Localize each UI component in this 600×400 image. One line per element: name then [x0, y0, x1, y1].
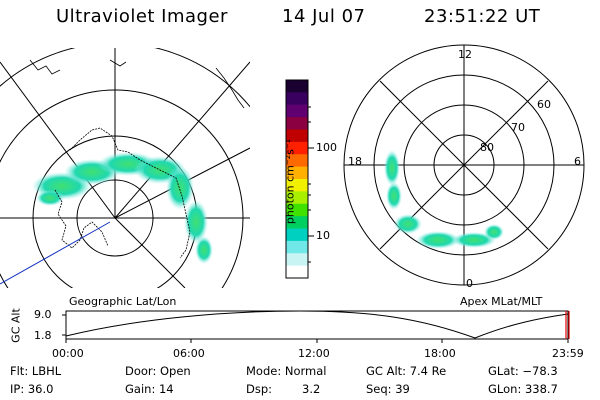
observation-time: 23:51:22 UT	[424, 6, 541, 27]
magnetic-caption: Apex MLat/MLT	[460, 295, 543, 308]
colorbar-segment	[286, 166, 308, 180]
mlat-label-70: 70	[511, 121, 525, 134]
colorbar-tick-100: 100	[316, 141, 337, 154]
timeline-ytick-min: 1.8	[34, 329, 52, 342]
timeline-xtick: 06:00	[173, 347, 205, 360]
colorbar-segment	[286, 228, 308, 242]
colorbar-segment	[286, 141, 308, 155]
colorbar-segment	[286, 179, 308, 192]
colorbar-segment	[286, 92, 308, 106]
timeline-xtick: 18:00	[424, 347, 456, 360]
colorbar-segment	[286, 117, 308, 131]
timeline-ylabel: GC Alt	[9, 308, 23, 343]
colorbar-segment	[286, 216, 308, 230]
gain-readout: Gain: 14	[125, 382, 174, 396]
mlt-label-right: 6	[574, 155, 581, 168]
geographic-map	[0, 48, 250, 288]
altitude-timeline	[62, 310, 570, 343]
colorbar-segment	[286, 129, 308, 143]
filter-readout: Flt: LBHL	[10, 364, 62, 378]
colorbar	[286, 80, 308, 279]
colorbar-segment	[286, 80, 308, 93]
dsp-label: Dsp:	[246, 382, 273, 396]
colorbar-segment	[286, 240, 308, 254]
timeline-xtick: 23:59	[552, 347, 584, 360]
mlt-label-bottom: 0	[466, 277, 473, 290]
instrument-title: Ultraviolet Imager	[56, 6, 228, 27]
dsp-value: 3.2	[302, 382, 321, 396]
colorbar-unit-label: photon cm⁻²s⁻¹	[283, 138, 297, 225]
colorbar-tick-10: 10	[316, 229, 330, 242]
gc-alt-readout: GC Alt: 7.4 Re	[366, 364, 447, 378]
geographic-caption: Geographic Lat/Lon	[69, 295, 177, 308]
glat-readout: GLat: −78.3	[488, 364, 558, 378]
aurora-oval-geographic	[32, 152, 213, 264]
aurora-oval-magnetic	[384, 150, 504, 249]
colorbar-segment	[286, 253, 308, 267]
colorbar-segment	[286, 104, 308, 118]
colorbar-segment	[286, 203, 308, 217]
magnetic-polar-map	[343, 44, 585, 286]
glon-readout: GLon: 338.7	[488, 382, 558, 396]
mlt-label-top: 12	[458, 48, 472, 61]
mode-readout: Mode: Normal	[246, 364, 327, 378]
ip-readout: IP: 36.0	[10, 382, 54, 396]
mlt-label-left: 18	[348, 155, 362, 168]
mlat-label-80: 80	[480, 141, 494, 154]
door-readout: Door: Open	[125, 364, 191, 378]
timeline-ytick-max: 9.0	[34, 308, 52, 321]
colorbar-segment	[286, 191, 308, 205]
mlat-label-60: 60	[537, 98, 551, 111]
colorbar-segment	[286, 265, 308, 279]
sequence-readout: Seq: 39	[366, 382, 410, 396]
colorbar-segment	[286, 154, 308, 168]
timeline-xtick: 12:00	[298, 347, 330, 360]
observation-date: 14 Jul 07	[282, 6, 366, 27]
timeline-xtick: 00:00	[52, 347, 84, 360]
